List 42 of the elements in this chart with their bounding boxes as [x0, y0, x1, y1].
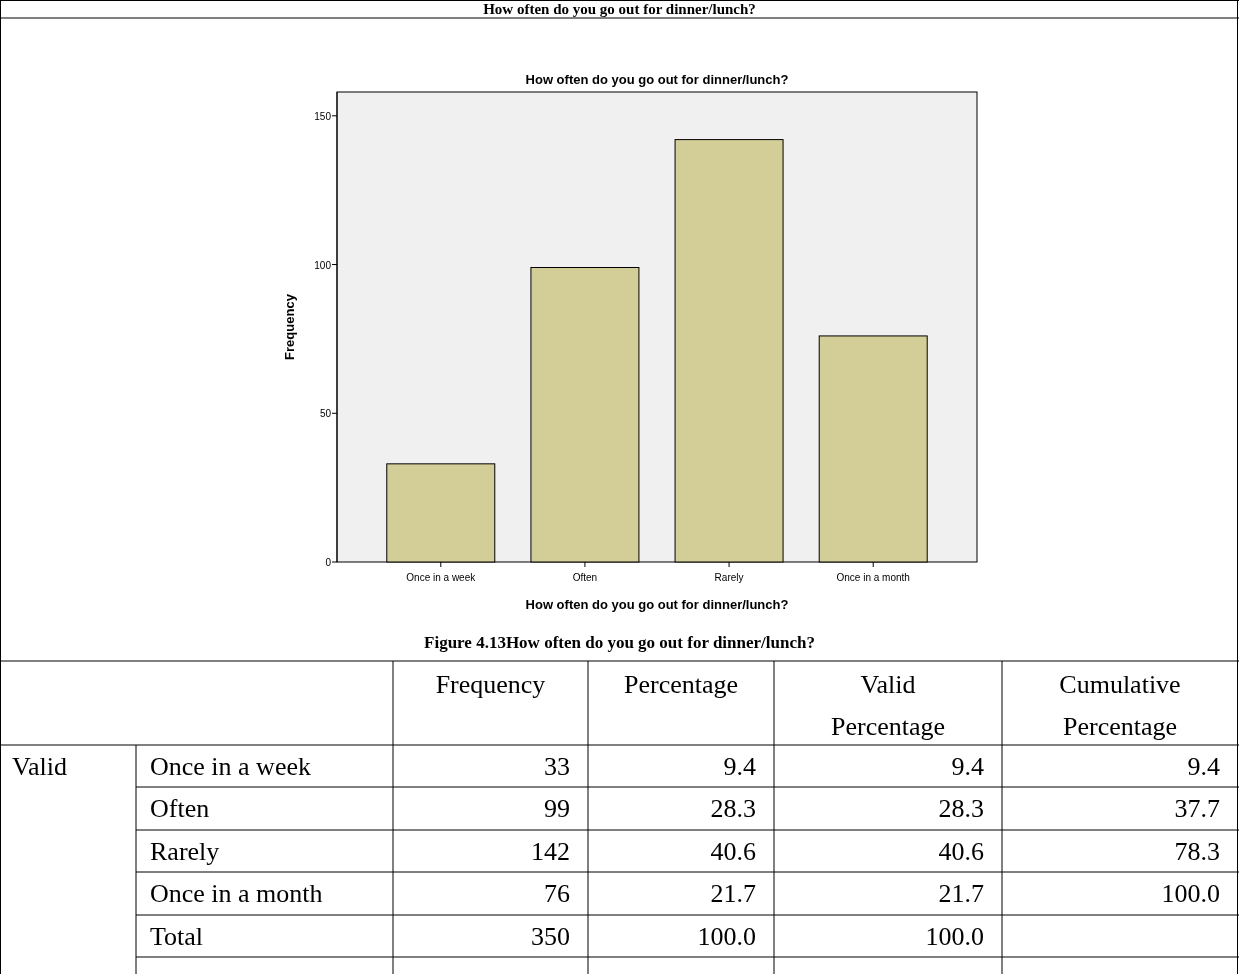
x-tick-label: Once in a week — [406, 572, 477, 583]
text: 21.7 — [938, 879, 984, 908]
text: 40.6 — [938, 837, 984, 866]
x-tick-label: Once in a month — [836, 572, 910, 583]
chart-title: How often do you go out for dinner/lunch? — [483, 1, 756, 17]
text: Cumulative Percentage — [1059, 670, 1181, 741]
x-tick-label: Rarely — [714, 572, 744, 583]
y-tick-label: 50 — [319, 408, 332, 420]
text: 9.4 — [1187, 752, 1220, 781]
x-axis-title: How often do you go out for dinner/lunch? — [525, 597, 789, 612]
category-label: Once in a week — [150, 752, 311, 781]
text: 33 — [544, 752, 570, 781]
y-tick-label: 0 — [325, 557, 332, 568]
caption: Figure 4.13How often do you go out for dinner/lunch? — [424, 633, 815, 652]
category-label: Rarely — [150, 837, 220, 866]
x-tick-label: Often — [572, 572, 598, 583]
text: 350 — [531, 922, 570, 951]
chart-subtitle: How often do you go out for dinner/lunch? — [525, 72, 789, 87]
text: 9.4 — [951, 752, 984, 781]
y-axis-title: Frequency — [282, 293, 297, 360]
y-tick-label: 150 — [314, 110, 332, 122]
text: 142 — [531, 837, 570, 866]
text: 76 — [544, 879, 570, 908]
text: 21.7 — [710, 879, 756, 908]
y-tick-label: 100 — [314, 259, 332, 271]
text: 28.3 — [710, 794, 756, 823]
text: Frequency — [435, 670, 546, 699]
text: 100.0 — [1161, 879, 1220, 908]
category-label: Often — [150, 794, 210, 823]
text: Valid Percentage — [830, 670, 946, 741]
text: Total — [150, 922, 204, 951]
text: 100.0 — [925, 922, 984, 951]
text: 100.0 — [697, 922, 756, 951]
text: 40.6 — [710, 837, 756, 866]
text: Valid — [12, 752, 67, 781]
text: Percentage — [623, 670, 739, 699]
text: 99 — [544, 794, 570, 823]
text: 28.3 — [938, 794, 984, 823]
text: 9.4 — [723, 752, 756, 781]
text: 78.3 — [1174, 837, 1220, 866]
category-label: Once in a month — [150, 879, 323, 908]
text: 37.7 — [1174, 794, 1220, 823]
